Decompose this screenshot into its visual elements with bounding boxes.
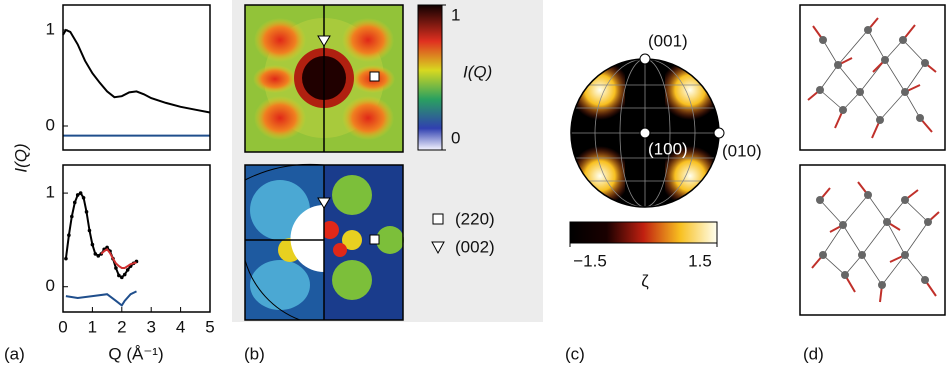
colorbar-b	[417, 4, 443, 151]
data-point	[90, 242, 95, 247]
legend-label: (220)	[455, 209, 495, 228]
data-point	[122, 272, 127, 277]
data-point	[72, 200, 77, 205]
data-point	[117, 273, 121, 278]
plot-frame	[62, 4, 211, 151]
data-point	[105, 245, 109, 250]
plot-frame	[62, 164, 211, 313]
y-tick-label: 0	[46, 276, 55, 295]
heatmap-bottom	[244, 163, 404, 321]
direction-marker	[639, 127, 651, 139]
x-tick-label: 4	[176, 317, 185, 336]
panel-label: (a)	[4, 344, 25, 363]
panel-label: (c)	[565, 344, 585, 363]
colorbar-label: ζ	[641, 271, 649, 290]
data-point	[78, 191, 83, 195]
legend-square	[432, 213, 444, 225]
colorbar-tick-label: 1.5	[688, 251, 712, 270]
series-line	[65, 290, 137, 307]
data-point	[70, 214, 74, 219]
x-tick-label: 3	[146, 317, 155, 336]
colorbar-tick-label: 0	[451, 128, 460, 147]
heatmap-top	[244, 4, 404, 153]
x-tick-label: 5	[205, 317, 214, 336]
y-axis-label: I(Q)	[11, 143, 30, 172]
structure-top	[799, 4, 946, 151]
direction-label: (010)	[722, 141, 762, 160]
panel-label: (b)	[244, 344, 265, 363]
series-line	[100, 247, 137, 269]
y-tick-label: 0	[46, 115, 55, 134]
direction-marker	[713, 127, 725, 139]
data-point	[114, 266, 118, 270]
series-line	[64, 191, 138, 279]
colorbar-tick-label: −1.5	[573, 251, 607, 270]
data-point	[75, 193, 80, 197]
direction-marker	[639, 53, 651, 65]
data-point	[87, 228, 92, 233]
direction-label: (001)	[648, 31, 688, 50]
data-point	[93, 252, 98, 256]
x-tick-label: 0	[58, 317, 67, 336]
panel-label: (d)	[803, 344, 824, 363]
legend-triangle	[431, 241, 445, 255]
legend-label: (002)	[455, 237, 495, 256]
data-point	[84, 210, 89, 214]
y-tick-label: 1	[46, 183, 55, 202]
data-point	[64, 256, 68, 261]
data-point	[96, 254, 101, 258]
data-point	[125, 268, 130, 272]
colorbar-c	[569, 221, 718, 244]
structure-bottom	[799, 164, 946, 316]
data-point	[120, 275, 124, 280]
y-tick-label: 1	[46, 19, 55, 38]
series-line	[62, 28, 211, 114]
data-point	[81, 195, 86, 200]
colorbar-tick-label: 1	[451, 5, 460, 24]
x-axis-label: Q (Å⁻¹)	[108, 344, 163, 363]
data-point	[67, 233, 71, 238]
x-tick-label: 2	[117, 317, 126, 336]
direction-label: (100)	[648, 139, 688, 158]
colorbar-label: I(Q)	[463, 62, 492, 81]
x-tick-label: 1	[88, 317, 97, 336]
